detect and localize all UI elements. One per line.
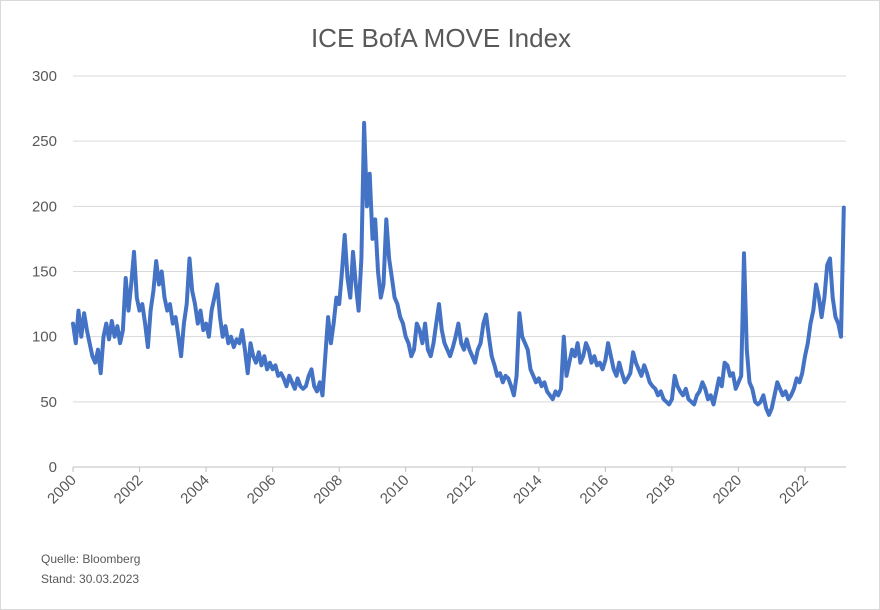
y-tick-label: 50 bbox=[40, 394, 57, 411]
y-tick-label: 250 bbox=[32, 133, 57, 150]
chart-title: ICE BofA MOVE Index bbox=[310, 23, 572, 53]
y-tick-label: 300 bbox=[32, 68, 57, 85]
x-tick-label: 2006 bbox=[244, 472, 280, 508]
date-note: Stand: 30.03.2023 bbox=[41, 572, 140, 586]
x-tick-label: 2020 bbox=[710, 472, 746, 508]
x-tick-label: 2012 bbox=[443, 472, 479, 508]
y-tick-label: 0 bbox=[49, 459, 57, 476]
x-tick-label: 2000 bbox=[44, 472, 80, 508]
x-tick-label: 2004 bbox=[177, 472, 213, 508]
y-tick-label: 200 bbox=[32, 198, 57, 215]
x-tick-label: 2002 bbox=[111, 472, 147, 508]
series-line bbox=[71, 120, 846, 417]
x-tick-label: 2016 bbox=[577, 472, 613, 508]
source-note: Quelle: Bloomberg bbox=[41, 552, 141, 566]
y-tick-label: 100 bbox=[32, 329, 57, 346]
x-tick-label: 2010 bbox=[377, 472, 413, 508]
x-tick-label: 2022 bbox=[776, 472, 812, 508]
x-tick-label: 2008 bbox=[310, 472, 346, 508]
x-tick-label: 2018 bbox=[643, 472, 679, 508]
x-tick-label: 2014 bbox=[510, 472, 546, 508]
y-tick-label: 150 bbox=[32, 264, 57, 281]
